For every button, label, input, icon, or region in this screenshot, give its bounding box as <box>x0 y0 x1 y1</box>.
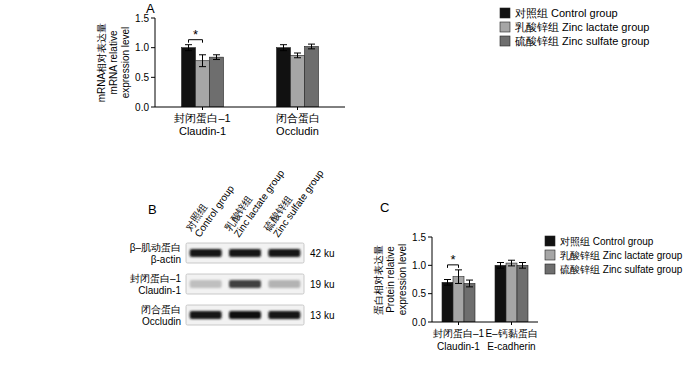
y-tick-label: 0.0 <box>412 317 426 328</box>
figure: A0.00.51.01.5封闭蛋白–1Claudin-1闭合蛋白Occludin… <box>0 0 700 371</box>
legend-swatch <box>545 236 555 246</box>
error-bar <box>280 45 287 51</box>
chart-panel: C 0.0 0.5 1.0 1.5 封闭蛋白–1Claudin-1E–钙黏蛋白E-cadh… <box>373 200 683 352</box>
error-bar <box>308 44 315 49</box>
legend-label: 对照组 Control group <box>515 7 618 19</box>
legend-label: 乳酸锌组 Zinc lactate group <box>560 250 683 261</box>
bar <box>442 282 453 322</box>
bar <box>517 265 528 322</box>
y-tick <box>428 237 432 238</box>
x-tick <box>202 107 203 110</box>
blot-band <box>229 280 261 288</box>
y-tick <box>428 265 432 266</box>
error-bar <box>497 263 504 269</box>
band-size: 13 ku <box>310 310 334 321</box>
y-tick <box>151 18 155 19</box>
y-tick-label: 1.5 <box>412 232 426 243</box>
y-axis <box>155 18 156 107</box>
legend-swatch <box>545 250 555 260</box>
y-tick <box>428 322 432 323</box>
bar <box>506 263 517 322</box>
y-tick-label: 1.5 <box>135 13 149 24</box>
error-bar <box>466 280 473 287</box>
x-axis <box>432 322 538 323</box>
bar <box>495 265 506 322</box>
legend-label: 硫酸锌组 Zinc sulfate group <box>515 35 650 47</box>
y-tick <box>151 107 155 108</box>
error-bar <box>213 55 220 60</box>
error-bar <box>455 270 462 284</box>
legend: 对照组 Control group 乳酸锌组 Zinc lactate group… <box>545 236 683 275</box>
legend-label: 乳酸锌组 Zinc lactate group <box>515 21 650 33</box>
y-tick-label: 1.0 <box>135 42 149 53</box>
y-tick-label: 0.5 <box>135 72 149 83</box>
legend-swatch <box>500 8 510 18</box>
y-tick-label: 0.0 <box>135 102 149 113</box>
error-bar <box>294 53 301 58</box>
x-tick <box>511 322 512 325</box>
bars <box>182 44 319 107</box>
blot-strip <box>186 305 304 325</box>
legend-swatch <box>500 36 510 46</box>
x-axis <box>155 107 345 108</box>
lane-label: 硫酸锌组Zinc sulfate group <box>262 161 326 239</box>
bar <box>210 57 224 107</box>
blot-strip <box>186 243 304 263</box>
x-tick <box>297 107 298 110</box>
category-label: 闭合蛋白Occludin <box>276 112 320 137</box>
category-label: E–钙黏蛋白E-cadherin <box>485 328 537 352</box>
error-bar <box>519 263 526 269</box>
bar <box>305 46 319 107</box>
significance-mark: * <box>450 252 455 267</box>
legend-label: 硫酸锌组 Zinc sulfate group <box>560 264 683 275</box>
error-bar <box>444 280 451 286</box>
blot-band <box>229 249 261 257</box>
y-tick <box>151 77 155 78</box>
y-axis <box>432 237 433 322</box>
error-bar <box>185 45 192 51</box>
y-tick-label: 0.5 <box>412 288 426 299</box>
blot-band <box>268 280 300 288</box>
y-axis-label: mRNA相对表达量mRNA relativeexpression level <box>96 23 131 102</box>
blot-band <box>190 311 222 319</box>
legend-swatch <box>500 22 510 32</box>
row-label: 封闭蛋白–1Claudin-1 <box>130 273 182 296</box>
blot-band <box>190 249 222 257</box>
y-tick-label: 1.0 <box>412 260 426 271</box>
panel-label: B <box>148 202 157 217</box>
blot-band <box>268 311 300 319</box>
bar <box>277 48 291 107</box>
bar <box>464 283 475 322</box>
significance-mark: * <box>193 27 198 42</box>
legend-swatch <box>545 264 555 274</box>
blot-band <box>190 280 222 288</box>
chart-panel: A0.00.51.01.5封闭蛋白–1Claudin-1闭合蛋白Occludin… <box>96 1 650 137</box>
blot-band <box>268 249 300 257</box>
row-label: β–肌动蛋白β-actin <box>130 242 181 265</box>
x-tick <box>458 322 459 325</box>
blot-strip <box>186 274 304 294</box>
error-bar <box>199 55 206 67</box>
y-tick <box>151 47 155 48</box>
bars <box>442 260 528 322</box>
y-tick <box>428 293 432 294</box>
error-bar <box>508 260 515 266</box>
bar <box>182 48 196 107</box>
bar <box>291 55 305 107</box>
y-axis-label: 蛋白相对表达量Protein relativeexpression level <box>373 244 408 316</box>
legend: 对照组 Control group 乳酸锌组 Zinc lactate group… <box>500 7 650 47</box>
row-label: 闭合蛋白Occludin <box>141 304 181 327</box>
bar <box>196 61 210 107</box>
band-size: 19 ku <box>310 279 334 290</box>
blot-panel: B对照组Control group乳酸锌组Zinc lactate group硫… <box>130 161 335 327</box>
category-label: 封闭蛋白–1Claudin-1 <box>433 328 485 352</box>
category-label: 封闭蛋白–1Claudin-1 <box>174 112 230 137</box>
blot-band <box>229 311 261 319</box>
band-size: 42 ku <box>310 248 334 259</box>
panel-label: C <box>380 200 389 215</box>
legend-label: 对照组 Control group <box>560 236 654 247</box>
